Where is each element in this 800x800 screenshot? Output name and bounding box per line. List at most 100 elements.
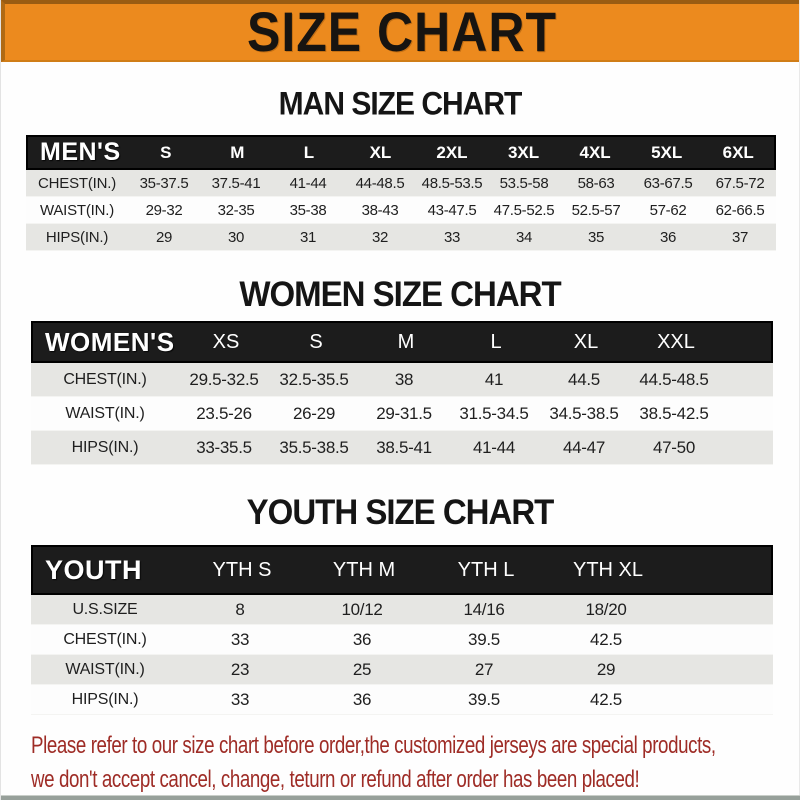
column-header: YTH L bbox=[457, 558, 515, 581]
column-header: M bbox=[397, 330, 415, 353]
table-cell: 29-32 bbox=[145, 201, 183, 219]
table-cell: 44.5-48.5 bbox=[639, 369, 709, 389]
table-cell: 47.5-52.5 bbox=[493, 201, 555, 219]
table-cell: 27 bbox=[474, 659, 494, 679]
table-cell: 32-35 bbox=[217, 201, 255, 219]
row-label: CHEST(IN.) bbox=[63, 370, 147, 388]
column-header: 5XL bbox=[651, 142, 683, 162]
table-cell: 42.5 bbox=[590, 689, 622, 709]
table-cell: 36 bbox=[659, 228, 677, 246]
table-cell: 43-47.5 bbox=[427, 201, 477, 219]
table-cell: 67.5-72 bbox=[715, 174, 765, 192]
table-cell: 30 bbox=[227, 228, 245, 246]
column-header: S bbox=[309, 330, 323, 353]
table-cell: 63-67.5 bbox=[643, 174, 693, 192]
row-label: WAIST(IN.) bbox=[39, 201, 115, 219]
youth-size-table: YOUTH YTH S YTH M YTH L YTH XL U.S.SIZE 8 10/12… bbox=[31, 545, 773, 715]
table-cell: 41 bbox=[484, 369, 504, 389]
table-header-row: WOMEN'S XS S M L XL XXL bbox=[31, 321, 773, 363]
size-chart-banner: SIZE CHART bbox=[1, 0, 799, 64]
table-cell: 35-37.5 bbox=[139, 174, 189, 192]
table-cell: 33 bbox=[230, 629, 250, 649]
column-header: XL bbox=[573, 330, 599, 353]
table-cell: 33 bbox=[443, 228, 461, 246]
table-cell: 23 bbox=[230, 659, 250, 679]
disclaimer-line-1: Please refer to our size chart before or… bbox=[31, 732, 716, 759]
table-corner-label: MEN'S bbox=[40, 138, 121, 166]
table-row: HIPS(IN.) 29 30 31 32 33 34 35 36 37 bbox=[26, 224, 776, 251]
table-cell: 58-63 bbox=[577, 174, 615, 192]
women-size-table: WOMEN'S XS S M L XL XXL CHEST(IN.) 29.5-32.5 32.5… bbox=[31, 321, 773, 465]
table-cell: 33 bbox=[230, 689, 250, 709]
row-label: HIPS(IN.) bbox=[45, 228, 109, 246]
column-header: L bbox=[303, 142, 315, 162]
table-cell: 23.5-26 bbox=[196, 403, 252, 423]
table-cell: 39.5 bbox=[468, 629, 500, 649]
row-label: CHEST(IN.) bbox=[63, 630, 147, 648]
column-header: XL bbox=[369, 142, 392, 162]
table-cell: 18/20 bbox=[585, 599, 627, 619]
column-header: 6XL bbox=[722, 142, 754, 162]
column-header: YTH M bbox=[332, 558, 396, 581]
table-cell: 14/16 bbox=[463, 599, 505, 619]
table-cell: 35.5-38.5 bbox=[279, 437, 349, 457]
youth-section-heading: YOUTH SIZE CHART bbox=[246, 491, 555, 532]
table-cell: 29.5-32.5 bbox=[189, 369, 259, 389]
table-corner-label: YOUTH bbox=[45, 554, 142, 585]
column-header: L bbox=[490, 330, 502, 353]
disclaimer-note: Please refer to our size chart before or… bbox=[31, 729, 799, 797]
row-label: WAIST(IN.) bbox=[65, 404, 145, 422]
table-row: U.S.SIZE 8 10/12 14/16 18/20 bbox=[31, 595, 773, 625]
table-row: CHEST(IN.) 33 36 39.5 42.5 bbox=[31, 625, 773, 655]
table-cell: 32 bbox=[371, 228, 389, 246]
table-cell: 44.5 bbox=[568, 369, 600, 389]
table-cell: 25 bbox=[352, 659, 372, 679]
men-size-table: MEN'S S M L XL 2XL 3XL 4XL 5XL 6XL CHEST(IN.) 35-37… bbox=[26, 135, 776, 251]
table-cell: 35 bbox=[587, 228, 605, 246]
table-row: WAIST(IN.) 23.5-26 26-29 29-31.5 31.5-34.5 34… bbox=[31, 397, 773, 431]
row-label: HIPS(IN.) bbox=[71, 690, 139, 708]
table-cell: 36 bbox=[352, 629, 372, 649]
table-cell: 33-35.5 bbox=[196, 437, 252, 457]
banner-title: SIZE CHART bbox=[247, 0, 557, 64]
table-cell: 36 bbox=[352, 689, 372, 709]
table-cell: 37.5-41 bbox=[211, 174, 261, 192]
table-cell: 52.5-57 bbox=[571, 201, 621, 219]
table-cell: 38 bbox=[394, 369, 414, 389]
column-header: YTH XL bbox=[572, 558, 644, 581]
table-cell: 41-44 bbox=[289, 174, 327, 192]
column-header: XS bbox=[212, 330, 240, 353]
table-cell: 41-44 bbox=[473, 437, 515, 457]
table-cell: 31.5-34.5 bbox=[459, 403, 529, 423]
table-row: CHEST(IN.) 35-37.5 37.5-41 41-44 44-48.5 48.5… bbox=[26, 170, 776, 197]
table-cell: 39.5 bbox=[468, 689, 500, 709]
men-section-heading: MAN SIZE CHART bbox=[278, 86, 523, 123]
table-cell: 29 bbox=[155, 228, 173, 246]
table-cell: 62-66.5 bbox=[715, 201, 765, 219]
table-row: WAIST(IN.) 29-32 32-35 35-38 38-43 43-47.5 47.… bbox=[26, 197, 776, 224]
table-cell: 32.5-35.5 bbox=[279, 369, 349, 389]
table-cell: 42.5 bbox=[590, 629, 622, 649]
table-cell: 38-43 bbox=[361, 201, 399, 219]
table-cell: 47-50 bbox=[653, 437, 695, 457]
table-cell: 53.5-58 bbox=[499, 174, 549, 192]
table-cell: 48.5-53.5 bbox=[421, 174, 483, 192]
column-header: 4XL bbox=[579, 142, 611, 162]
disclaimer-line-2: we don't accept cancel, change, teturn o… bbox=[31, 766, 640, 793]
row-label: U.S.SIZE bbox=[72, 600, 138, 618]
table-row: HIPS(IN.) 33-35.5 35.5-38.5 38.5-41 41-44 44-… bbox=[31, 431, 773, 465]
table-cell: 10/12 bbox=[341, 599, 383, 619]
table-cell: 57-62 bbox=[649, 201, 687, 219]
row-label: CHEST(IN.) bbox=[38, 174, 116, 192]
row-label: WAIST(IN.) bbox=[65, 660, 145, 678]
table-cell: 44-47 bbox=[563, 437, 605, 457]
table-row: WAIST(IN.) 23 25 27 29 bbox=[31, 655, 773, 685]
table-corner-label: WOMEN'S bbox=[45, 326, 175, 357]
table-cell: 35-38 bbox=[289, 201, 327, 219]
table-cell: 31 bbox=[299, 228, 317, 246]
table-cell: 8 bbox=[235, 599, 245, 619]
table-row: CHEST(IN.) 29.5-32.5 32.5-35.5 38 41 44.5 44.5… bbox=[31, 363, 773, 397]
table-cell: 38.5-42.5 bbox=[639, 403, 709, 423]
column-header: M bbox=[230, 142, 245, 162]
bottom-edge-strip bbox=[1, 795, 800, 800]
